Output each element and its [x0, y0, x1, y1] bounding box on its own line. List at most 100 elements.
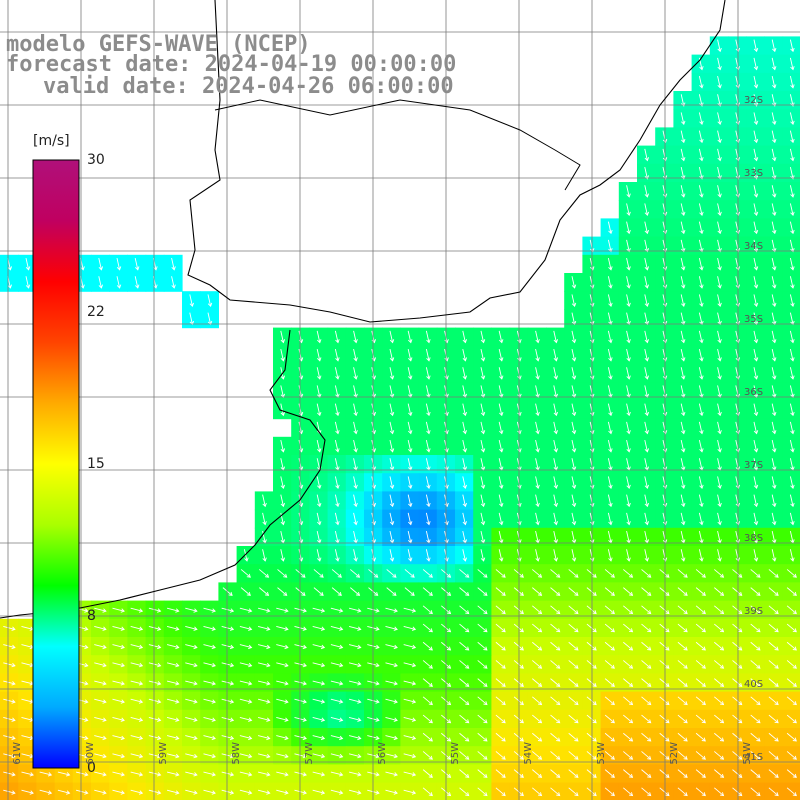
wind-arrow-head — [735, 66, 741, 71]
wind-arrow — [550, 660, 560, 669]
wind-arrow — [262, 494, 266, 507]
wind-arrow — [732, 696, 742, 705]
wind-arrow — [459, 732, 469, 742]
wind-arrow — [459, 714, 469, 724]
wind-arrow-head — [628, 610, 634, 615]
wind-arrow — [680, 494, 685, 507]
wind-arrow — [571, 476, 576, 489]
wind-arrow — [148, 753, 161, 758]
wind-arrow-head — [446, 719, 452, 724]
wind-arrow — [571, 421, 576, 434]
wind-arrow-head — [590, 430, 595, 435]
wind-arrow-head — [608, 302, 613, 307]
lon-label: 55W — [450, 742, 461, 765]
wind-arrow — [334, 439, 339, 452]
wind-arrow — [732, 751, 742, 760]
wind-arrow — [477, 769, 488, 778]
lat-label: 37S — [744, 460, 764, 471]
wind-arrow — [389, 330, 394, 343]
wind-arrow — [732, 660, 742, 669]
wind-arrow — [404, 569, 415, 578]
wind-arrow-head — [790, 521, 795, 526]
wind-arrow-head — [772, 120, 777, 125]
wind-arrow-head — [790, 138, 795, 144]
wind-arrow-head — [462, 448, 468, 453]
wind-arrow-head — [302, 662, 307, 668]
wind-arrow — [553, 367, 557, 380]
wind-cell — [782, 509, 800, 529]
wind-arrow — [607, 257, 612, 270]
wind-arrow-head — [556, 719, 561, 724]
wind-arrow — [239, 680, 252, 685]
wind-arrow — [389, 367, 394, 380]
wind-arrow-head — [681, 339, 686, 344]
wind-arrow-head — [590, 339, 595, 344]
wind-arrow-head — [719, 792, 725, 797]
wind-arrow-head — [357, 662, 362, 668]
wind-arrow — [698, 148, 703, 161]
wind-arrow-head — [211, 681, 216, 686]
wind-arrow-head — [266, 626, 271, 631]
wind-arrow-head — [756, 755, 761, 760]
wind-arrow — [422, 769, 433, 778]
wind-arrow-head — [211, 608, 216, 613]
wind-arrow-head — [608, 248, 613, 253]
wind-arrow — [3, 789, 16, 794]
wind-arrow — [695, 751, 706, 760]
wind-arrow-head — [102, 681, 107, 686]
wind-arrow — [604, 623, 615, 633]
wind-arrow-head — [428, 610, 433, 615]
wind-arrow — [659, 769, 670, 778]
wind-arrow-head — [535, 430, 540, 435]
wind-arrow — [276, 680, 289, 685]
wind-cell — [145, 782, 165, 800]
wind-arrow-head — [280, 339, 286, 344]
wind-arrow — [644, 494, 648, 507]
wind-cell — [527, 782, 547, 800]
wind-cell — [218, 782, 238, 800]
wind-arrow — [771, 458, 776, 471]
wind-arrow — [495, 678, 506, 687]
wind-arrow — [498, 385, 503, 398]
wind-arrow — [753, 385, 758, 398]
wind-arrow — [386, 587, 397, 596]
wind-arrow-head — [501, 701, 506, 706]
wind-arrow-head — [662, 521, 668, 526]
wind-arrow — [771, 276, 776, 289]
wind-arrow-head — [756, 792, 761, 797]
wind-arrow-head — [792, 682, 797, 687]
wind-arrow-head — [701, 755, 706, 760]
wind-arrow-head — [753, 357, 759, 362]
wind-arrow — [334, 549, 339, 562]
wind-arrow-head — [138, 772, 144, 777]
wind-arrow — [389, 439, 394, 452]
wind-arrow-head — [47, 790, 53, 795]
wind-arrow-head — [266, 608, 271, 613]
wind-arrow-head — [717, 193, 722, 198]
wind-arrow-head — [699, 411, 704, 417]
wind-arrow — [94, 644, 107, 649]
wind-arrow-head — [735, 302, 741, 307]
wind-arrow — [680, 512, 685, 525]
wind-arrow — [21, 698, 34, 703]
wind-arrow — [607, 330, 612, 343]
wind-arrow-head — [211, 699, 216, 704]
wind-arrow — [753, 530, 758, 543]
wind-arrow-head — [753, 557, 759, 562]
wind-arrow — [312, 716, 325, 721]
wind-arrow-head — [662, 157, 668, 162]
wind-arrow-head — [157, 681, 162, 686]
wind-arrow — [677, 769, 688, 778]
wind-arrow — [550, 696, 560, 705]
wind-arrow-head — [517, 557, 522, 562]
wind-arrow-head — [756, 610, 761, 615]
wind-arrow — [166, 607, 179, 612]
lat-label: 32S — [744, 95, 764, 106]
wind-arrow-head — [138, 662, 144, 668]
wind-arrow — [422, 605, 433, 614]
wind-arrow — [535, 348, 539, 361]
wind-arrow — [185, 698, 198, 703]
wind-arrow-head — [411, 626, 417, 631]
wind-arrow-head — [501, 591, 506, 596]
wind-arrow — [353, 494, 357, 507]
